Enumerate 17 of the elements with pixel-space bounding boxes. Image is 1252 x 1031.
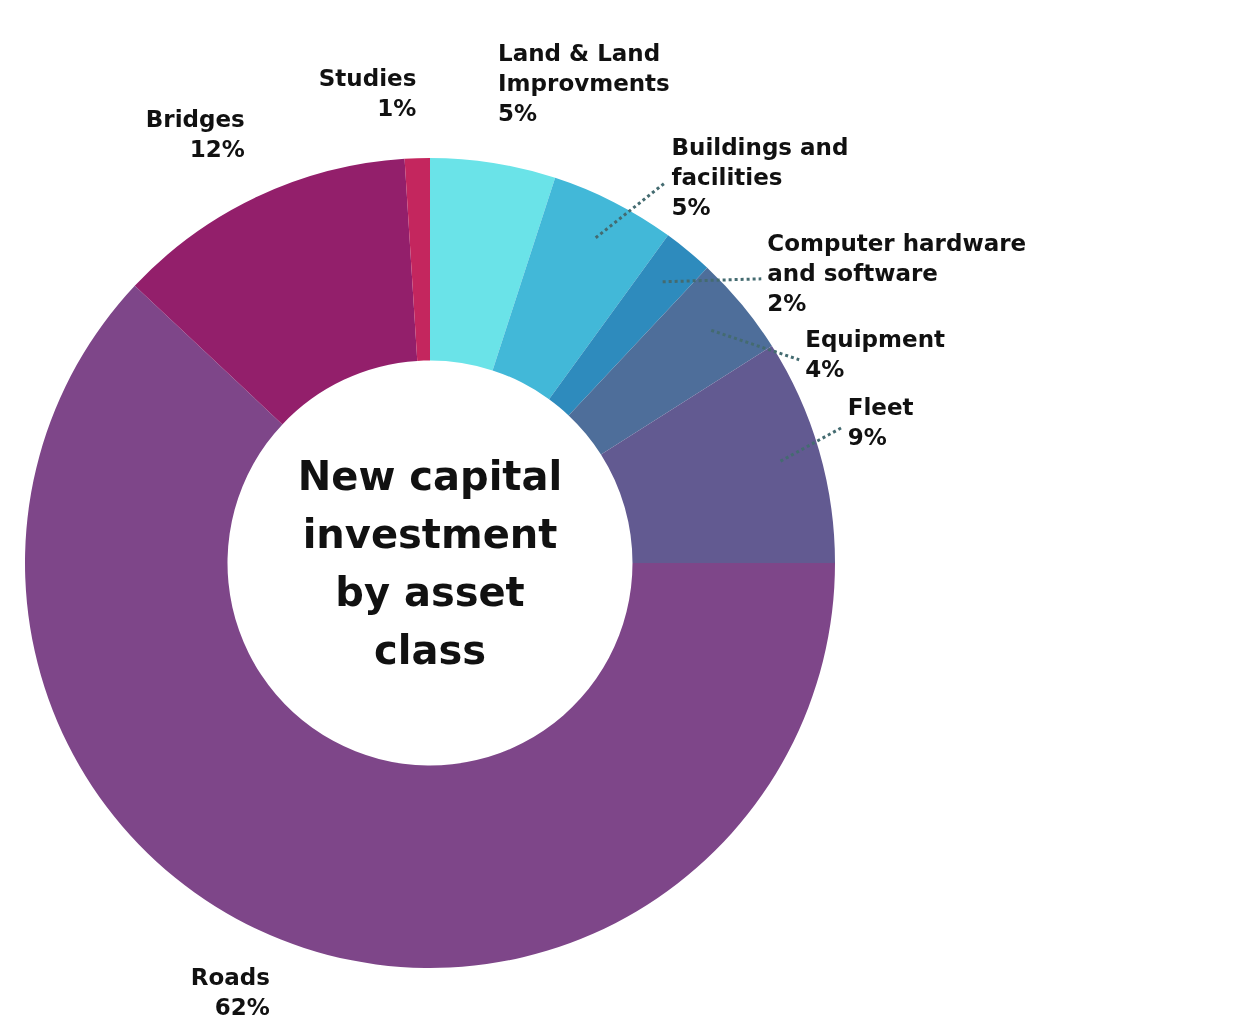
data-label: 2% bbox=[767, 290, 807, 317]
data-label: 5% bbox=[498, 99, 538, 126]
data-label: 4% bbox=[805, 356, 845, 383]
data-label: 1% bbox=[377, 94, 417, 121]
slice-label: Computer hardware and software bbox=[767, 230, 1027, 287]
slice-label: Buildings and facilities bbox=[671, 133, 849, 190]
slice-label: Bridges bbox=[145, 105, 245, 132]
data-label: 5% bbox=[671, 193, 711, 220]
data-label: 62% bbox=[214, 993, 270, 1020]
slice-label: Equipment bbox=[805, 326, 946, 353]
slice-label: Land & Land Improvments bbox=[498, 39, 670, 96]
data-label: 9% bbox=[847, 424, 887, 451]
slice-label: Studies bbox=[318, 64, 417, 91]
slice-label: Roads bbox=[190, 963, 270, 990]
data-label: 12% bbox=[189, 135, 245, 162]
slice-label: Fleet bbox=[847, 394, 914, 421]
text: New capital investment by asset class bbox=[296, 453, 564, 673]
